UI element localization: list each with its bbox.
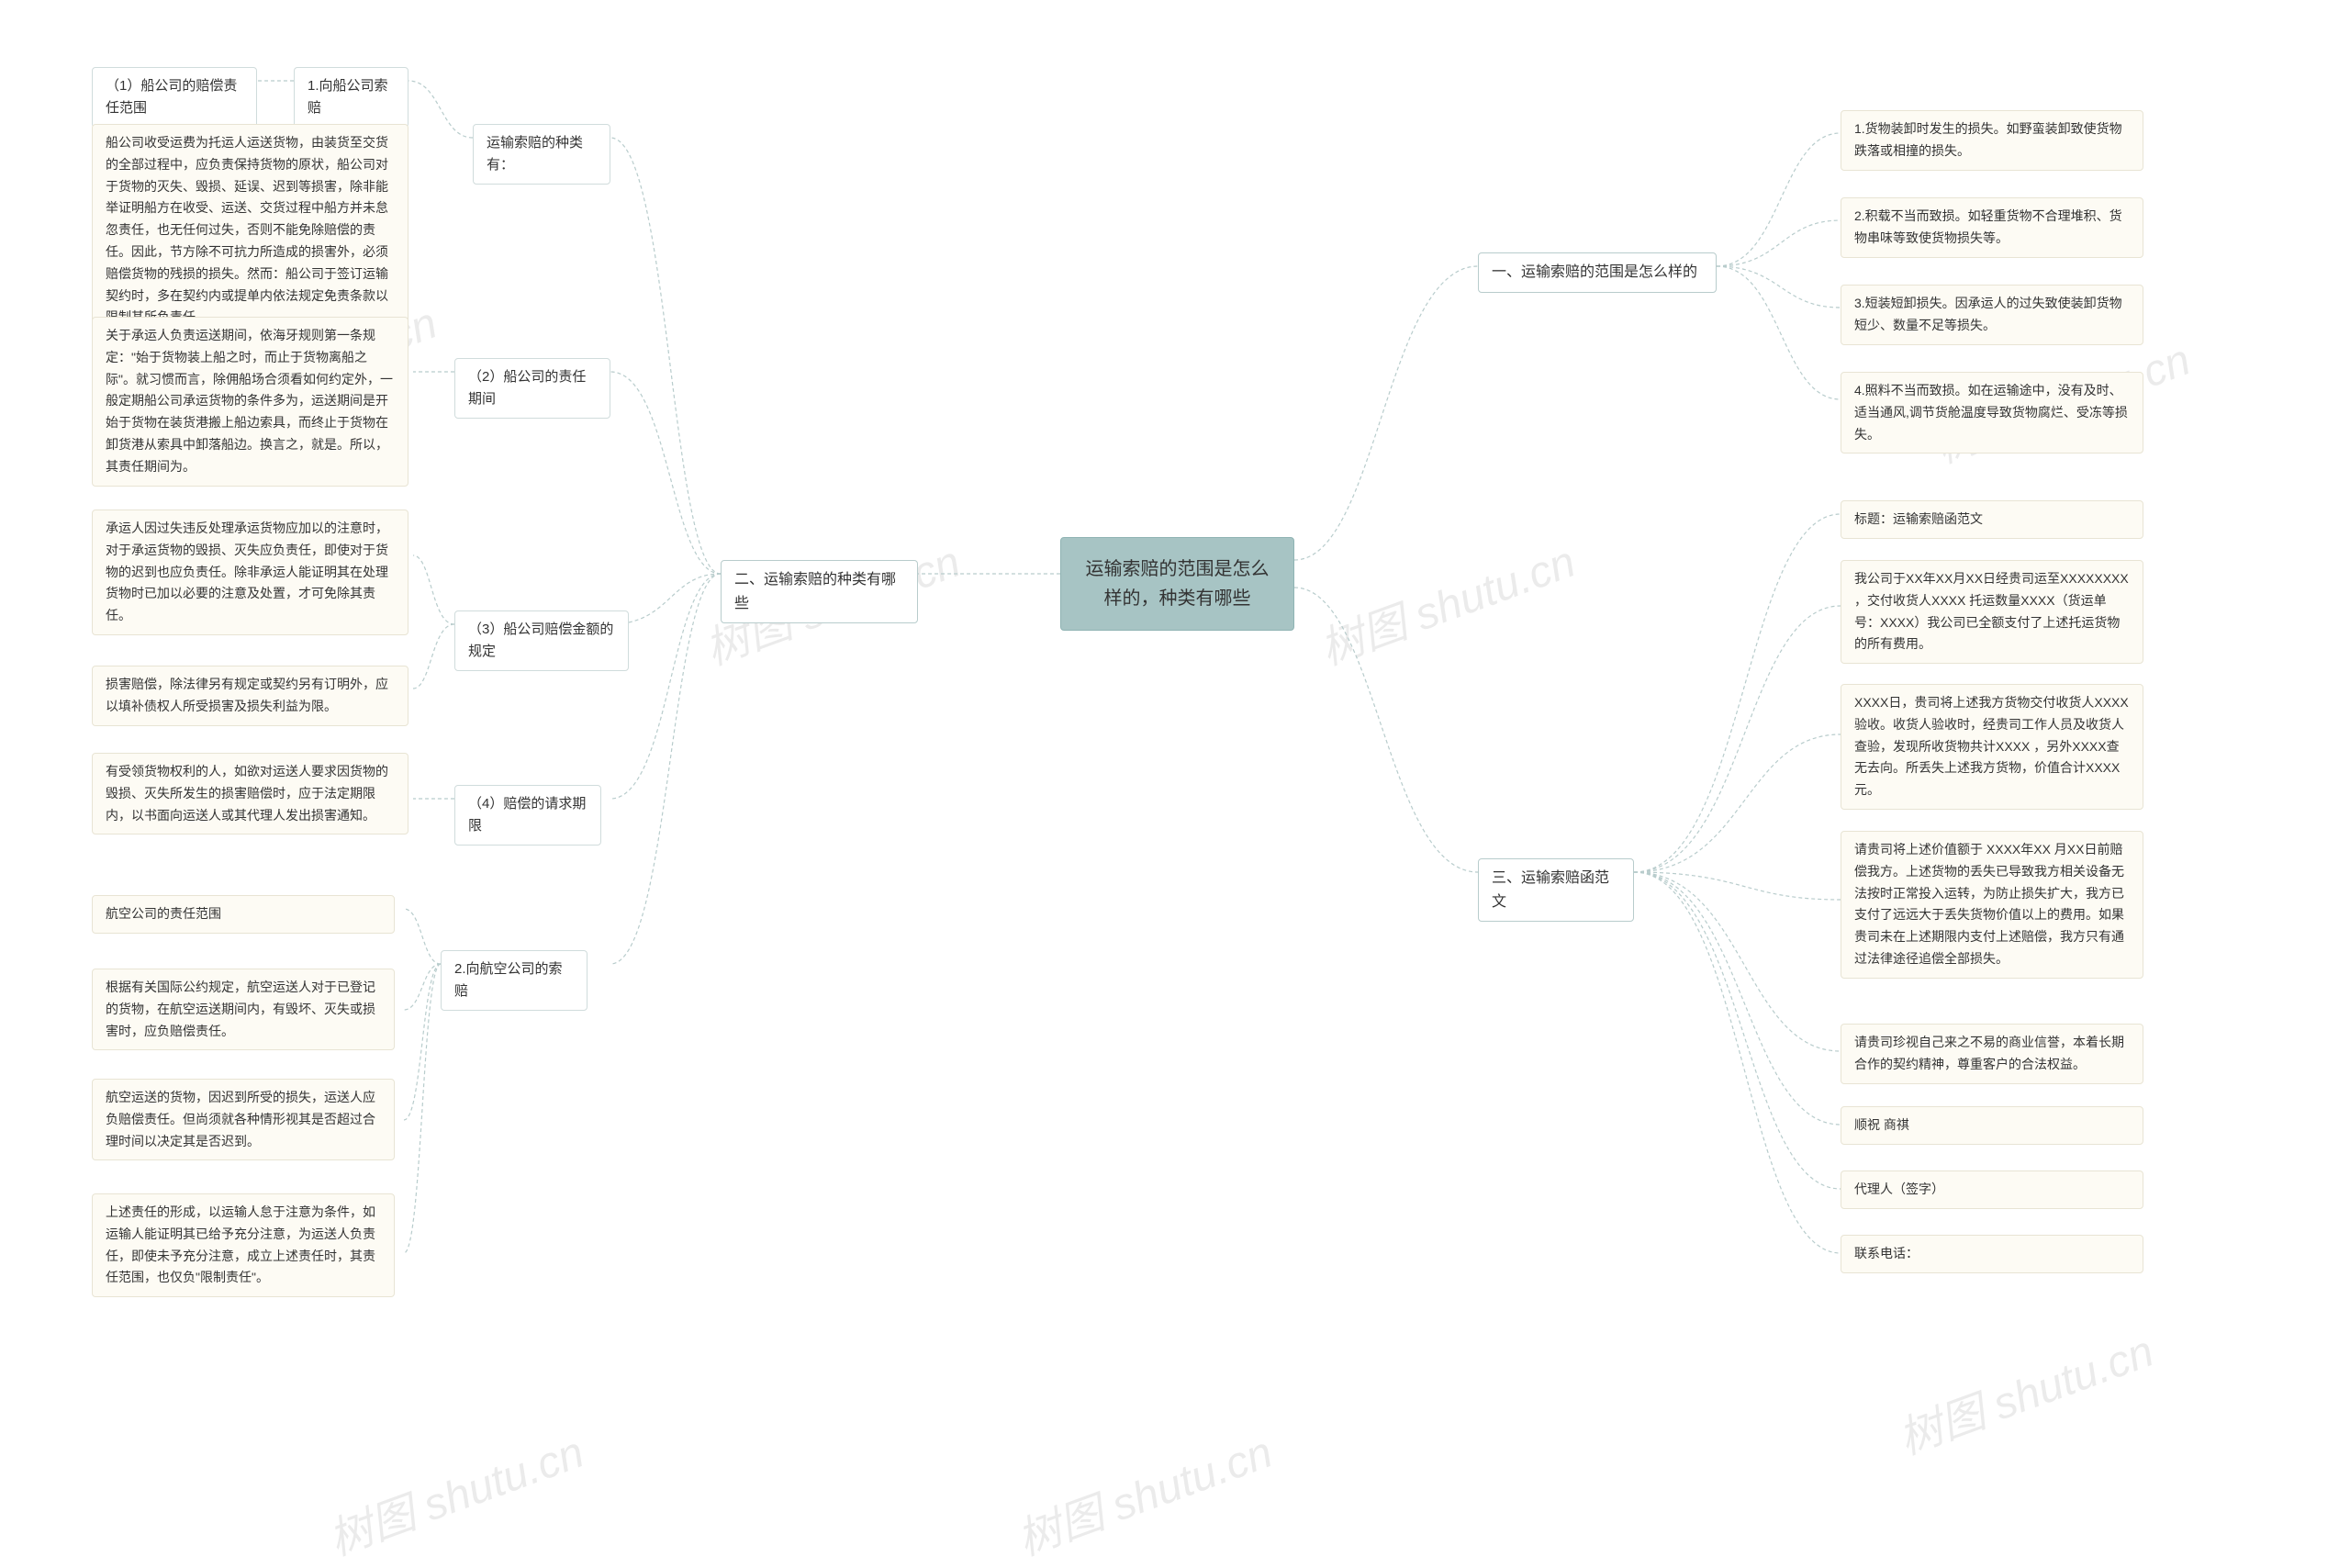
b2-s1-i1-leaf-0: 船公司收受运费为托运人运送货物，由装货至交货的全部过程中，应负责保持货物的原状，… <box>92 124 408 337</box>
watermark: 树图 shutu.cn <box>1007 1416 1280 1567</box>
b3-leaf-5: 顺祝 商祺 <box>1841 1106 2143 1145</box>
b2-s2: 2.向航空公司的索赔 <box>441 950 588 1011</box>
b2-s1-i3: （3）船公司赔偿金额的规定 <box>454 610 629 671</box>
b2-s1-i2: （2）船公司的责任期间 <box>454 358 610 419</box>
b2-s1-i4: （4）赔偿的请求期限 <box>454 785 601 846</box>
watermark: 树图 shutu.cn <box>1310 525 1583 677</box>
b3-leaf-3: 请贵司将上述价值额于 XXXX年XX 月XX日前赔偿我方。上述货物的丢失已导致我… <box>1841 831 2143 979</box>
branch-1: 一、运输索赔的范围是怎么样的 <box>1478 252 1717 293</box>
watermark: 树图 shutu.cn <box>1888 1315 2161 1466</box>
b2-s2-leaf-3: 上述责任的形成，以运输人怠于注意为条件，如运输人能证明其已给予充分注意，为运送人… <box>92 1193 395 1297</box>
b1-leaf-2: 3.短装短卸损失。因承运人的过失致使装卸货物短少、数量不足等损失。 <box>1841 285 2143 345</box>
b2-s2-leaf-0: 航空公司的责任范围 <box>92 895 395 934</box>
b2-header: 运输索赔的种类有： <box>473 124 610 185</box>
b1-leaf-3: 4.照料不当而致损。如在运输途中，没有及时、适当通风,调节货舱温度导致货物腐烂、… <box>1841 372 2143 454</box>
b2-s1-i1: （1）船公司的赔偿责任范围 <box>92 67 257 128</box>
branch-3: 三、运输索赔函范文 <box>1478 858 1634 922</box>
b3-leaf-4: 请贵司珍视自己来之不易的商业信誉，本着长期合作的契约精神，尊重客户的合法权益。 <box>1841 1024 2143 1084</box>
b3-leaf-6: 代理人（签字） <box>1841 1170 2143 1209</box>
b2-s1-i2-leaf-0: 关于承运人负责运送期间，依海牙规则第一条规定："始于货物装上船之时，而止于货物离… <box>92 317 408 487</box>
b2-s1-i3-leaf-0: 承运人因过失违反处理承运货物应加以的注意时，对于承运货物的毁损、灭失应负责任，即… <box>92 510 408 635</box>
b2-s1-i3-leaf-1: 损害赔偿，除法律另有规定或契约另有订明外，应以填补债权人所受损害及损失利益为限。 <box>92 666 408 726</box>
watermark: 树图 shutu.cn <box>319 1416 591 1567</box>
b1-leaf-1: 2.积载不当而致损。如轻重货物不合理堆积、货物串味等致使货物损失等。 <box>1841 197 2143 258</box>
b3-leaf-1: 我公司于XX年XX月XX日经贵司运至XXXXXXXX ，交付收货人XXXX 托运… <box>1841 560 2143 664</box>
b2-s2-leaf-2: 航空运送的货物，因迟到所受的损失，运送人应负赔偿责任。但尚须就各种情形视其是否超… <box>92 1079 395 1160</box>
b3-leaf-0: 标题：运输索赔函范文 <box>1841 500 2143 539</box>
b2-s2-leaf-1: 根据有关国际公约规定，航空运送人对于已登记的货物，在航空运送期间内，有毁坏、灭失… <box>92 969 395 1050</box>
b2-s1-i4-leaf-0: 有受领货物权利的人，如欲对运送人要求因货物的毁损、灭失所发生的损害赔偿时，应于法… <box>92 753 408 834</box>
b3-leaf-7: 联系电话： <box>1841 1235 2143 1273</box>
b3-leaf-2: XXXX日，贵司将上述我方货物交付收货人XXXX验收。收货人验收时，经贵司工作人… <box>1841 684 2143 810</box>
b1-leaf-0: 1.货物装卸时发生的损失。如野蛮装卸致使货物跌落或相撞的损失。 <box>1841 110 2143 171</box>
root-node: 运输索赔的范围是怎么样的，种类有哪些 <box>1060 537 1294 631</box>
branch-2: 二、运输索赔的种类有哪些 <box>721 560 918 623</box>
b2-s1: 1.向船公司索赔 <box>294 67 408 128</box>
